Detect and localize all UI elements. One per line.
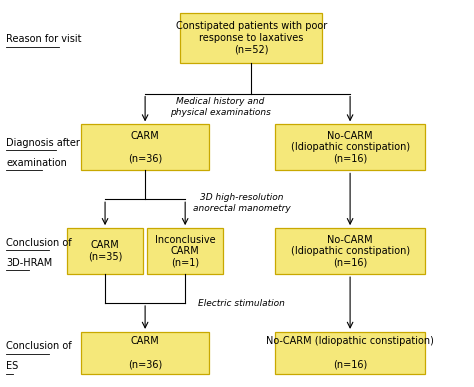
- FancyBboxPatch shape: [181, 13, 322, 63]
- Text: Conclusion of: Conclusion of: [6, 238, 72, 248]
- FancyBboxPatch shape: [275, 228, 426, 274]
- Text: Conclusion of: Conclusion of: [6, 341, 72, 351]
- Text: CARM

(n=36): CARM (n=36): [128, 336, 162, 370]
- Text: 3D high-resolution
anorectal manometry: 3D high-resolution anorectal manometry: [193, 194, 291, 213]
- Text: Constipated patients with poor
response to laxatives
(n=52): Constipated patients with poor response …: [175, 21, 327, 55]
- Text: Electric stimulation: Electric stimulation: [198, 298, 285, 308]
- Text: Reason for visit: Reason for visit: [6, 34, 82, 44]
- FancyBboxPatch shape: [67, 228, 143, 274]
- FancyBboxPatch shape: [147, 228, 223, 274]
- FancyBboxPatch shape: [275, 124, 426, 170]
- Text: No-CARM (Idiopathic constipation)

(n=16): No-CARM (Idiopathic constipation) (n=16): [266, 336, 434, 370]
- Text: ES: ES: [6, 361, 18, 372]
- Text: Inconclusive
CARM
(n=1): Inconclusive CARM (n=1): [155, 235, 216, 268]
- Text: Medical history and
physical examinations: Medical history and physical examination…: [170, 98, 271, 117]
- FancyBboxPatch shape: [82, 332, 209, 374]
- FancyBboxPatch shape: [275, 332, 426, 374]
- Text: No-CARM
(Idiopathic constipation)
(n=16): No-CARM (Idiopathic constipation) (n=16): [291, 131, 410, 164]
- Text: Diagnosis after: Diagnosis after: [6, 138, 80, 148]
- Text: No-CARM
(Idiopathic constipation)
(n=16): No-CARM (Idiopathic constipation) (n=16): [291, 235, 410, 268]
- Text: 3D-HRAM: 3D-HRAM: [6, 258, 52, 268]
- FancyBboxPatch shape: [82, 124, 209, 170]
- Text: examination: examination: [6, 158, 67, 168]
- Text: CARM

(n=36): CARM (n=36): [128, 131, 162, 164]
- Text: CARM
(n=35): CARM (n=35): [88, 240, 122, 262]
